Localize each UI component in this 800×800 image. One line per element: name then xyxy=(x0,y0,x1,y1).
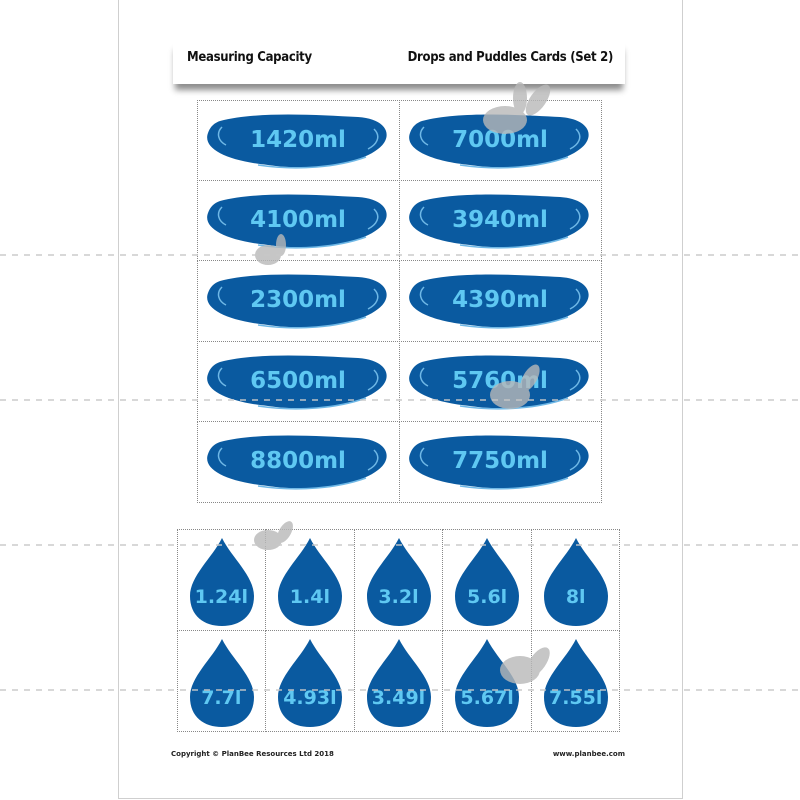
drop-label: 5.6l xyxy=(467,585,508,608)
puddle-label: 7750ml xyxy=(452,448,548,475)
puddle-card: 2300ml xyxy=(196,260,400,342)
drop-label: 4.93l xyxy=(283,686,337,709)
puddle-shape-icon xyxy=(206,435,387,490)
puddle-label: 8800ml xyxy=(250,448,346,475)
water-drop-icon xyxy=(543,638,608,727)
drop-card: 3.2l xyxy=(353,528,444,631)
puddle-label: 2300ml xyxy=(250,287,346,314)
puddle-cards-grid: 1420ml 7000ml 4100ml 3940ml 2300ml 4390ml 6500… xyxy=(196,99,602,503)
puddle-shape-icon xyxy=(408,435,589,490)
puddle-shape-icon xyxy=(408,274,589,329)
water-drop-icon xyxy=(278,638,343,727)
drop-card: 1.4l xyxy=(265,528,355,631)
drop-label: 8l xyxy=(565,585,586,608)
water-drop-icon xyxy=(455,537,520,626)
drop-card: 5.6l xyxy=(442,528,532,631)
drop-card: 4.93l xyxy=(265,629,355,732)
drop-card: 5.67l xyxy=(442,629,532,732)
drop-label: 1.24l xyxy=(194,585,248,608)
drop-card: 1.24l xyxy=(176,528,267,631)
water-drop-icon xyxy=(455,638,520,727)
drop-label: 7.7l xyxy=(201,686,242,709)
puddle-card: 6500ml xyxy=(196,340,400,423)
drop-label: 3.49l xyxy=(371,686,426,709)
puddle-card: 7750ml xyxy=(398,421,602,503)
drop-card: 7.55l xyxy=(530,629,621,732)
drop-label: 3.2l xyxy=(378,585,419,608)
drop-cards-grid: 1.24l 1.4l 3.2l 5.6l 8l 7.7l 4.93l 3.49l 5.67l 7.… xyxy=(176,528,621,732)
page-subtitle: Drops and Puddles Cards (Set 2) xyxy=(407,50,614,65)
puddle-card: 7000ml xyxy=(398,99,602,181)
puddle-shape-icon xyxy=(408,194,589,249)
water-drop-icon xyxy=(189,537,254,626)
header-banner: Measuring Capacity Drops and Puddles Car… xyxy=(173,40,625,84)
puddle-label: 1420ml xyxy=(250,126,346,153)
puddle-label: 3940ml xyxy=(452,206,548,233)
water-drop-icon xyxy=(543,537,608,626)
copyright-text: Copyright © PlanBee Resources Ltd 2018 xyxy=(171,750,334,758)
drop-card: 3.49l xyxy=(353,629,444,732)
puddle-label: 6500ml xyxy=(250,367,346,394)
puddle-label: 7000ml xyxy=(452,126,548,153)
water-drop-icon xyxy=(278,537,343,626)
puddle-shape-icon xyxy=(206,114,387,169)
puddle-label: 5760ml xyxy=(452,367,548,394)
puddle-label: 4390ml xyxy=(452,287,548,314)
drop-card: 7.7l xyxy=(176,629,267,732)
drop-label: 5.67l xyxy=(460,686,514,709)
puddle-card: 5760ml xyxy=(398,340,602,423)
puddle-card: 4390ml xyxy=(398,260,602,342)
water-drop-icon xyxy=(366,638,431,727)
puddle-label: 4100ml xyxy=(250,206,346,233)
puddle-shape-icon xyxy=(408,114,589,169)
puddle-card: 3940ml xyxy=(398,179,602,262)
puddle-card: 8800ml xyxy=(196,421,400,503)
drop-label: 7.55l xyxy=(548,686,603,709)
drop-label: 1.4l xyxy=(289,585,330,608)
puddle-shape-icon xyxy=(206,194,387,249)
water-drop-icon xyxy=(366,537,431,626)
website-link[interactable]: www.planbee.com xyxy=(552,750,625,758)
puddle-shape-icon xyxy=(206,274,387,329)
puddle-card: 4100ml xyxy=(196,179,400,262)
page-title: Measuring Capacity xyxy=(187,50,312,65)
water-drop-icon xyxy=(189,638,254,727)
drop-card: 8l xyxy=(530,528,621,631)
puddle-card: 1420ml xyxy=(196,99,400,181)
